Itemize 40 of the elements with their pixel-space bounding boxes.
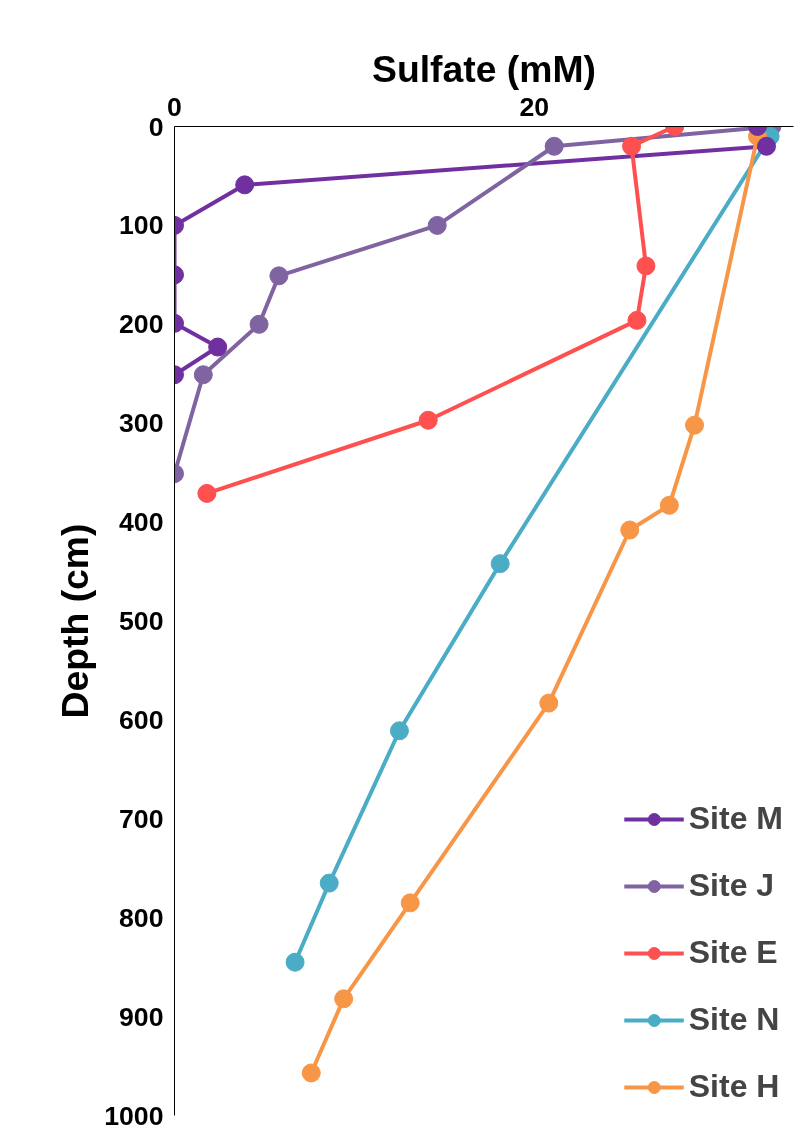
y-tick-label: 0 <box>148 111 164 142</box>
point <box>285 952 305 972</box>
point <box>539 693 559 713</box>
point <box>627 310 647 330</box>
point <box>685 415 705 435</box>
point <box>427 215 447 235</box>
point <box>301 1063 321 1083</box>
point <box>659 495 679 515</box>
y-tick-label: 600 <box>119 704 164 735</box>
point <box>193 365 213 385</box>
point <box>334 989 354 1009</box>
y-tick-label: 900 <box>119 1001 164 1032</box>
point <box>622 136 642 156</box>
point <box>269 266 289 286</box>
legend-label: Site J <box>688 867 775 904</box>
point <box>197 483 217 503</box>
point <box>490 554 510 574</box>
y-tick-label: 400 <box>119 507 164 538</box>
y-tick-label: 500 <box>119 606 164 636</box>
point <box>400 893 420 913</box>
y-tick-label: 700 <box>119 803 164 834</box>
y-axis-title: Depth (cm) <box>54 523 97 719</box>
point <box>620 520 640 540</box>
legend-label: Site N <box>688 1001 780 1038</box>
y-tick-label: 1000 <box>104 1100 164 1131</box>
point <box>389 721 409 741</box>
point <box>249 314 269 334</box>
x-tick-label: 20 <box>519 91 550 122</box>
legend-label: Site E <box>688 934 778 971</box>
y-tick-label: 200 <box>119 309 164 340</box>
point <box>636 256 656 276</box>
y-tick-label: 100 <box>119 210 164 241</box>
y-tick-label: 300 <box>119 408 164 439</box>
legend-label: Site H <box>688 1068 780 1105</box>
legend-label: Site M <box>688 800 783 837</box>
x-axis-title: Sulfate (mM) <box>372 47 596 90</box>
point <box>319 873 339 893</box>
point <box>418 410 438 430</box>
point <box>544 136 564 156</box>
y-tick-label: 800 <box>119 902 164 933</box>
